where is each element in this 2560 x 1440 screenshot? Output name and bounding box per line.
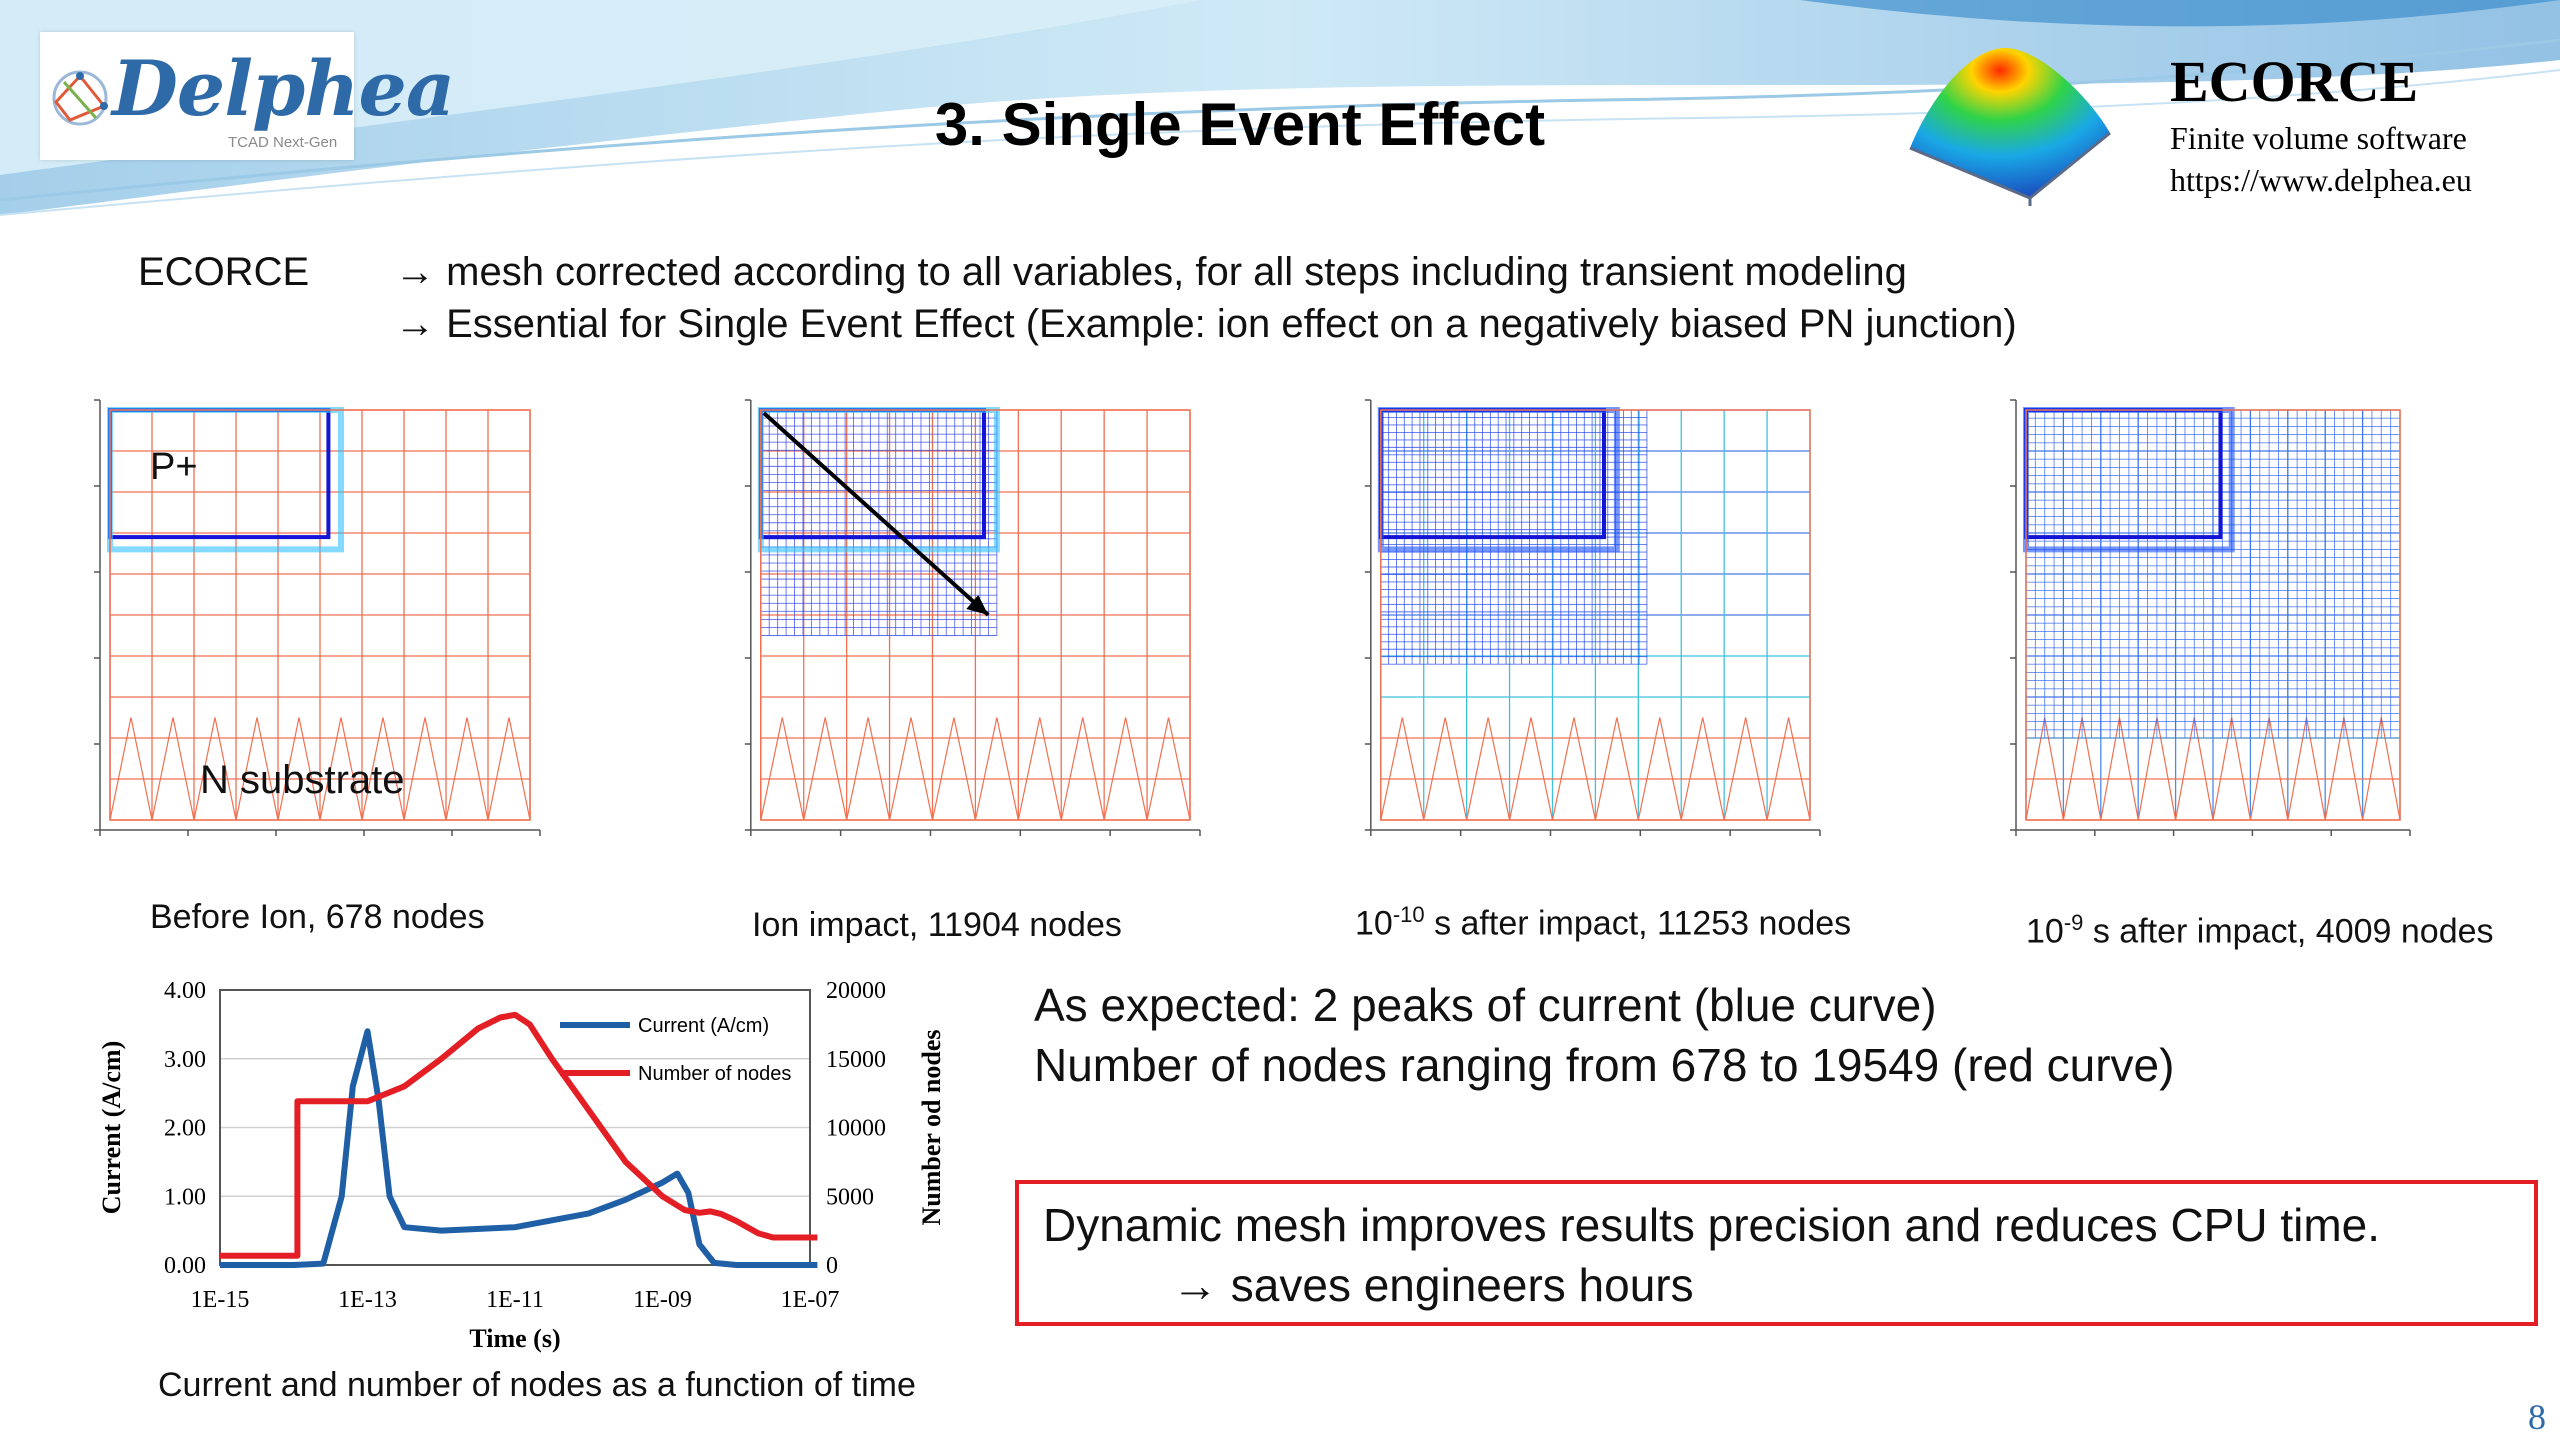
intro-bullet: → mesh corrected according to all variab… <box>395 250 1907 295</box>
x-tick-label: 1E-07 <box>781 1287 840 1313</box>
x-axis-label: Time (s) <box>469 1324 560 1353</box>
panel-caption: Ion impact, 11904 nodes <box>752 906 1122 944</box>
y2-tick-label: 5000 <box>826 1184 874 1210</box>
y2-tick-label: 0 <box>826 1253 838 1279</box>
brand-subtitle: Finite volume software <box>2170 120 2467 156</box>
mesh-panel-1e-9s <box>2010 399 2411 836</box>
x-tick-label: 1E-11 <box>486 1287 544 1313</box>
conclusion-box <box>1015 1180 2538 1326</box>
panel-caption: 10-10 s after impact, 11253 nodes <box>1355 902 1852 943</box>
y2-tick-label: 15000 <box>826 1047 886 1073</box>
p-plus-label: P+ <box>150 446 198 488</box>
logo-wordmark: Delphea <box>112 44 455 133</box>
mesh-panel-1e-10s <box>1364 399 1821 836</box>
ecorce-dome-icon <box>1909 48 2111 206</box>
chart-caption: Current and number of nodes as a functio… <box>158 1366 916 1404</box>
n-substrate-label: N substrate <box>200 758 405 802</box>
brand-url[interactable]: https://www.delphea.eu <box>2170 162 2472 198</box>
arrow-right-icon: → <box>395 250 435 294</box>
intro-bullet-text: mesh corrected according to all variable… <box>446 250 1907 294</box>
intro-bullet: → Essential for Single Event Effect (Exa… <box>395 302 2017 347</box>
panel-caption: 10-9 s after impact, 4009 nodes <box>2026 910 2494 951</box>
y2-axis-label: Number od nodes <box>917 1029 946 1225</box>
y-tick-label: 3.00 <box>164 1047 206 1073</box>
mesh-lines <box>2023 407 2401 821</box>
mesh-lines <box>1377 407 1811 821</box>
arrow-right-icon: → <box>1172 1259 1218 1311</box>
y-tick-label: 1.00 <box>164 1184 206 1210</box>
y2-tick-label: 10000 <box>826 1116 886 1142</box>
legend-label: Current (A/cm) <box>638 1015 769 1037</box>
y-axis-label: Current (A/cm) <box>97 1041 126 1215</box>
y-tick-label: 4.00 <box>164 978 206 1004</box>
delphea-logo-mark-icon <box>52 70 108 126</box>
series-line-current <box>220 1028 818 1268</box>
brand-name: ECORCE <box>2170 49 2419 114</box>
x-tick-label: 1E-15 <box>191 1287 250 1313</box>
x-tick-label: 1E-13 <box>338 1287 397 1313</box>
intro-bullet-text: Essential for Single Event Effect (Examp… <box>446 302 2017 346</box>
observation-text: Number of nodes ranging from 678 to 1954… <box>1034 1039 2175 1091</box>
mesh-lines <box>757 407 1191 821</box>
current-nodes-chart: 0.00 1.00 2.00 3.00 4.00 0 5000 10000 15000 20000… <box>97 978 946 1353</box>
mesh-panel-before-ion <box>94 399 541 836</box>
conclusion-line-text: saves engineers hours <box>1230 1259 1694 1311</box>
y2-tick-label: 20000 <box>826 978 886 1004</box>
y-tick-label: 2.00 <box>164 1116 206 1142</box>
intro-label: ECORCE <box>138 250 310 294</box>
observation-text: As expected: 2 peaks of current (blue cu… <box>1034 979 1937 1031</box>
delphea-logo <box>40 32 354 160</box>
legend-label: Number of nodes <box>638 1063 791 1085</box>
arrow-right-icon: → <box>395 302 435 346</box>
plot-frame <box>219 989 811 1266</box>
slide-title: 3. Single Event Effect <box>934 91 1546 158</box>
conclusion-line: → saves engineers hours <box>1172 1258 1694 1312</box>
conclusion-line: Dynamic mesh improves results precision … <box>1043 1199 2381 1251</box>
mesh-lines <box>107 407 531 821</box>
page-number: 8 <box>2528 1397 2546 1437</box>
y-tick-label: 0.00 <box>164 1253 206 1279</box>
logo-tagline: TCAD Next-Gen <box>228 134 338 151</box>
x-tick-label: 1E-09 <box>633 1287 692 1313</box>
panel-caption: Before Ion, 678 nodes <box>150 898 485 936</box>
series-line-nodes <box>220 1011 818 1259</box>
mesh-panel-ion-impact <box>744 399 1201 836</box>
